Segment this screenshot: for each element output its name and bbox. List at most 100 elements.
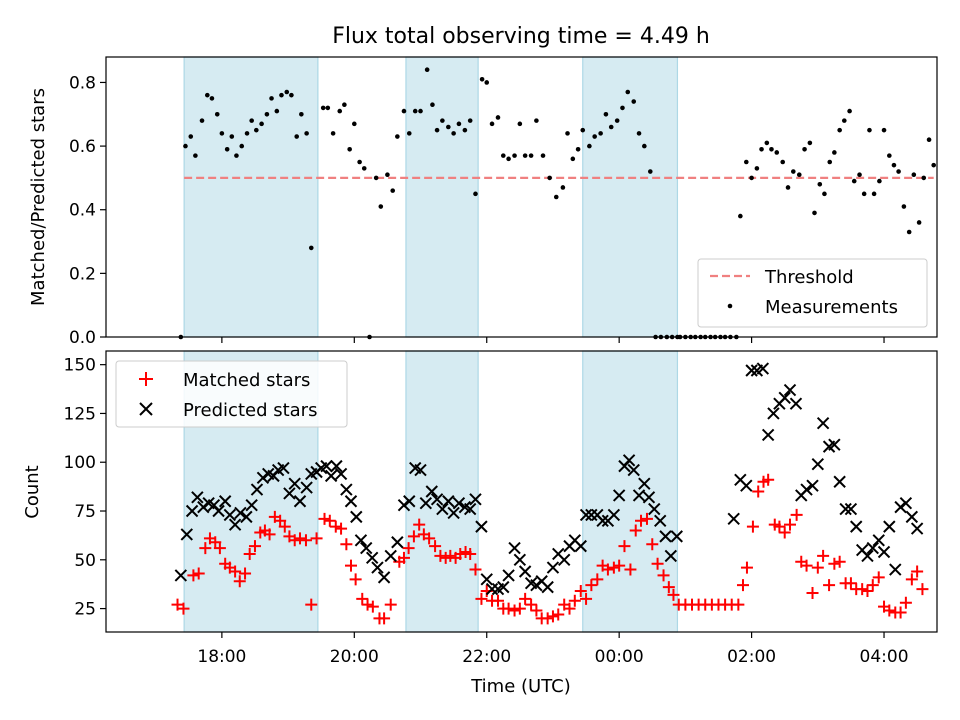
matched-stars-point — [856, 583, 869, 596]
matched-stars-point — [366, 600, 379, 613]
matched-stars-point — [651, 557, 664, 570]
measurement-point — [294, 134, 299, 139]
predicted-stars-point — [756, 362, 770, 375]
predicted-stars-point — [850, 520, 863, 533]
measurement-point — [361, 166, 367, 171]
measurement-point — [325, 105, 331, 111]
predicted-stars-legend-label: Predicted stars — [183, 400, 317, 421]
matched-stars-point — [519, 592, 532, 605]
matched-stars-point — [248, 540, 261, 553]
measurement-point — [534, 118, 539, 123]
matched-stars-point — [294, 532, 307, 545]
measurement-point — [234, 153, 239, 158]
measurement-point — [841, 118, 847, 123]
predicted-stars-point — [371, 561, 384, 574]
measurement-point — [832, 150, 837, 155]
matched-stars-point — [752, 485, 765, 498]
matched-stars-point — [894, 606, 907, 619]
matched-stars-point — [429, 540, 442, 553]
measurement-point — [547, 175, 552, 181]
matched-stars-point — [899, 596, 912, 609]
measurement-point — [229, 134, 235, 139]
measurement-point — [807, 140, 813, 146]
matched-stars-point — [278, 520, 291, 533]
bottom-panel-y-axis: 25 50 75 100 125 150 — [64, 356, 106, 620]
predicted-stars-point — [350, 510, 363, 524]
measurement-point — [759, 146, 764, 152]
predicted-stars-point — [783, 383, 797, 397]
matched-stars-point — [546, 610, 559, 623]
predicted-stars-point — [185, 504, 199, 518]
measurement-point — [528, 153, 534, 158]
matched-stars-point — [413, 518, 426, 531]
x-tick-label: 00:00 — [595, 647, 644, 667]
matched-stars-point — [817, 549, 830, 562]
matched-stars-point — [618, 540, 631, 553]
predicted-stars-point — [330, 459, 343, 473]
measurement-point — [308, 245, 314, 251]
predicted-stars-point — [354, 534, 368, 547]
measurement-point — [896, 169, 901, 174]
matched-stars-point — [340, 538, 353, 551]
measurement-point — [901, 204, 907, 209]
matched-stars-point — [607, 561, 620, 574]
bottom-panel-legend-box — [115, 360, 348, 428]
predicted-stars-point — [508, 541, 521, 555]
measurement-point — [440, 118, 445, 123]
matched-stars-point — [911, 565, 924, 578]
measurement-point — [456, 121, 462, 127]
measurement-point — [861, 191, 867, 197]
measurement-point — [244, 131, 250, 136]
measurement-point — [631, 99, 637, 104]
top-panel-frame — [105, 56, 938, 338]
measurement-point — [390, 188, 396, 193]
matched-stars-point — [323, 514, 336, 527]
measurement-point — [620, 105, 625, 111]
predicted-stars-point — [877, 545, 891, 559]
x-tick-label: 04:00 — [860, 647, 909, 667]
measurement-point — [279, 92, 284, 98]
measurement-point — [418, 108, 423, 114]
predicted-stars-point — [452, 497, 466, 510]
bottom-panel-marks — [171, 362, 929, 625]
measurement-point — [540, 153, 546, 158]
predicted-stars-point — [816, 416, 830, 430]
measurement-point — [284, 89, 290, 95]
measurement-point — [587, 143, 592, 149]
matched-stars-point — [568, 594, 581, 607]
matched-stars-point — [491, 594, 504, 607]
measurement-point — [214, 111, 220, 117]
top-y-tick-label: 0.4 — [69, 201, 96, 221]
measurement-point — [209, 96, 215, 101]
measurement-point — [500, 153, 506, 158]
matched-stars-point — [806, 586, 819, 599]
measurement-point — [512, 153, 517, 158]
bottom-y-tick-label: 75 — [74, 502, 96, 522]
bottom-panel-shaded-intervals — [183, 350, 679, 633]
predicted-stars-point — [811, 457, 825, 471]
matched-stars-point — [833, 555, 846, 568]
top-y-tick-label: 0.2 — [69, 264, 96, 284]
measurement-point — [249, 118, 254, 123]
measurement-point — [378, 204, 384, 209]
matched-stars-point — [233, 575, 246, 588]
predicted-stars-point — [320, 459, 333, 473]
predicted-stars-point — [513, 553, 527, 567]
top-panel-x-tick-marks — [221, 337, 885, 343]
bottom-panel-y-axis-label: Count — [22, 465, 43, 518]
bottom-panel-legend: Matched stars Predicted stars — [115, 360, 348, 428]
measurement-point — [205, 92, 210, 98]
measurement-point — [385, 172, 390, 178]
matched-stars-point — [580, 592, 593, 605]
top-y-tick-label: 0.0 — [69, 328, 96, 348]
measurement-point — [749, 175, 754, 181]
matched-stars-point — [299, 534, 312, 547]
predicted-stars-point — [403, 495, 416, 508]
measurement-point — [796, 172, 802, 178]
predicted-stars-point — [800, 483, 813, 496]
matched-stars-point — [407, 530, 420, 543]
bottom-panel-frame — [105, 350, 938, 633]
matched-stars-point — [613, 559, 626, 572]
predicted-stars-point — [277, 461, 290, 475]
matched-stars-point — [305, 598, 318, 611]
